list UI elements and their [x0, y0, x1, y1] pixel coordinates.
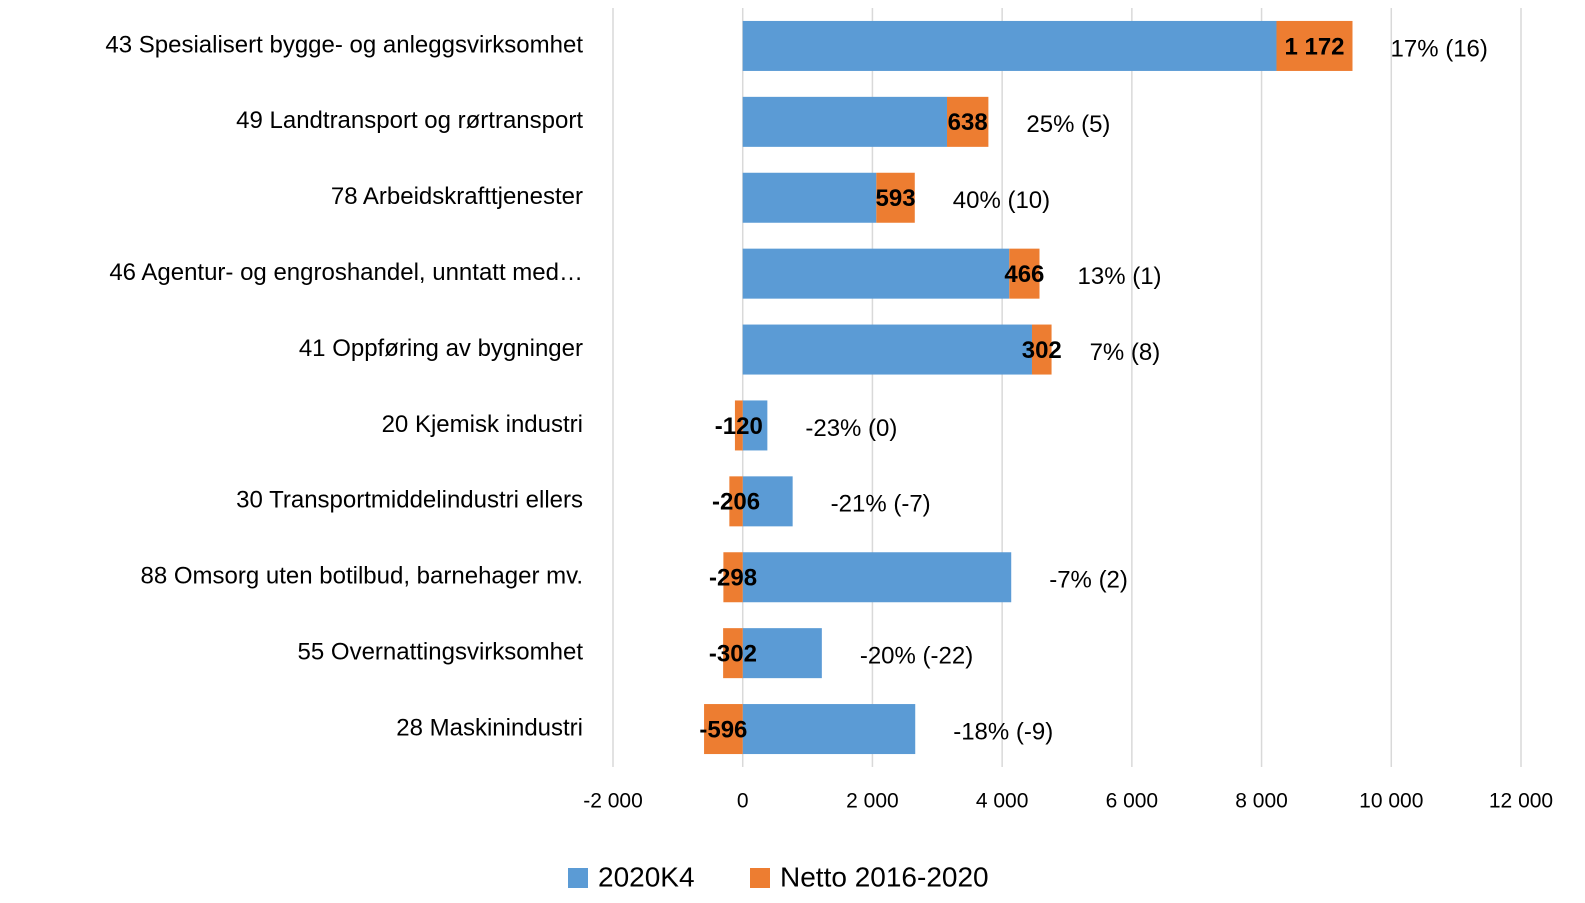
data-label: -302 [709, 640, 757, 667]
data-label: -596 [699, 716, 747, 743]
annotation: 40% (10) [953, 187, 1050, 214]
annotation: -23% (0) [805, 415, 897, 442]
category-label: 28 Maskinindustri [396, 714, 583, 741]
data-label: -298 [709, 565, 757, 592]
bar-segment [876, 172, 915, 223]
bar-segment [947, 96, 989, 147]
category-label: 30 Transportmiddelindustri ellers [236, 487, 583, 514]
legend-label: 2020K4 [598, 861, 695, 892]
category-label: 55 Overnattingsvirksomhet [298, 638, 584, 665]
category-label: 78 Arbeidskrafttjenester [331, 183, 583, 210]
bar-segment [742, 476, 793, 527]
bar-segment [723, 628, 743, 679]
bar-segment [742, 400, 768, 451]
bar-segment [742, 628, 822, 679]
annotation: 7% (8) [1090, 339, 1161, 366]
annotation: -7% (2) [1049, 567, 1128, 594]
data-label: 466 [1004, 261, 1044, 288]
bar-segment [742, 172, 877, 223]
annotation: -20% (-22) [860, 642, 973, 669]
category-label: 46 Agentur- og engroshandel, unntatt med… [109, 259, 583, 286]
data-label: -206 [712, 489, 760, 516]
data-label: 302 [1022, 337, 1062, 364]
bar-segment [742, 552, 1012, 603]
x-tick-label: 12 000 [1489, 790, 1553, 813]
bar-segment [742, 20, 1277, 71]
bar-segment [1009, 248, 1040, 299]
data-label: -120 [715, 413, 763, 440]
x-tick-label: 2 000 [846, 790, 899, 813]
annotation: 25% (5) [1026, 111, 1110, 138]
x-tick-label: 6 000 [1106, 790, 1159, 813]
bar-segment [729, 476, 743, 527]
annotation: -21% (-7) [831, 491, 931, 518]
x-tick-label: 4 000 [976, 790, 1029, 813]
bar-segment [723, 552, 743, 603]
legend-label: Netto 2016-2020 [780, 861, 989, 892]
category-label: 49 Landtransport og rørtransport [236, 107, 583, 134]
bar-segment [742, 96, 948, 147]
x-tick-label: 8 000 [1235, 790, 1288, 813]
annotation: 17% (16) [1391, 35, 1488, 62]
x-tick-label: -2 000 [583, 790, 643, 813]
bar-segment [1276, 20, 1353, 71]
data-label: 638 [948, 109, 988, 136]
data-label: 1 172 [1284, 33, 1344, 60]
bar-segment [734, 400, 743, 451]
bar-segment [742, 704, 916, 755]
bar-segment [704, 704, 743, 755]
annotation: -18% (-9) [953, 718, 1053, 745]
bar-segment [1031, 324, 1052, 375]
bar-segment [742, 324, 1032, 375]
category-label: 41 Oppføring av bygninger [299, 335, 583, 362]
legend-swatch [568, 868, 588, 888]
category-label: 43 Spesialisert bygge- og anleggsvirksom… [105, 31, 583, 58]
x-tick-label: 10 000 [1359, 790, 1423, 813]
category-label: 20 Kjemisk industri [382, 411, 583, 438]
annotation: 13% (1) [1078, 263, 1162, 290]
legend-swatch [750, 868, 770, 888]
category-label: 88 Omsorg uten botilbud, barnehager mv. [141, 563, 583, 590]
data-label: 593 [876, 185, 916, 212]
bar-segment [742, 248, 1010, 299]
x-tick-label: 0 [737, 790, 749, 813]
